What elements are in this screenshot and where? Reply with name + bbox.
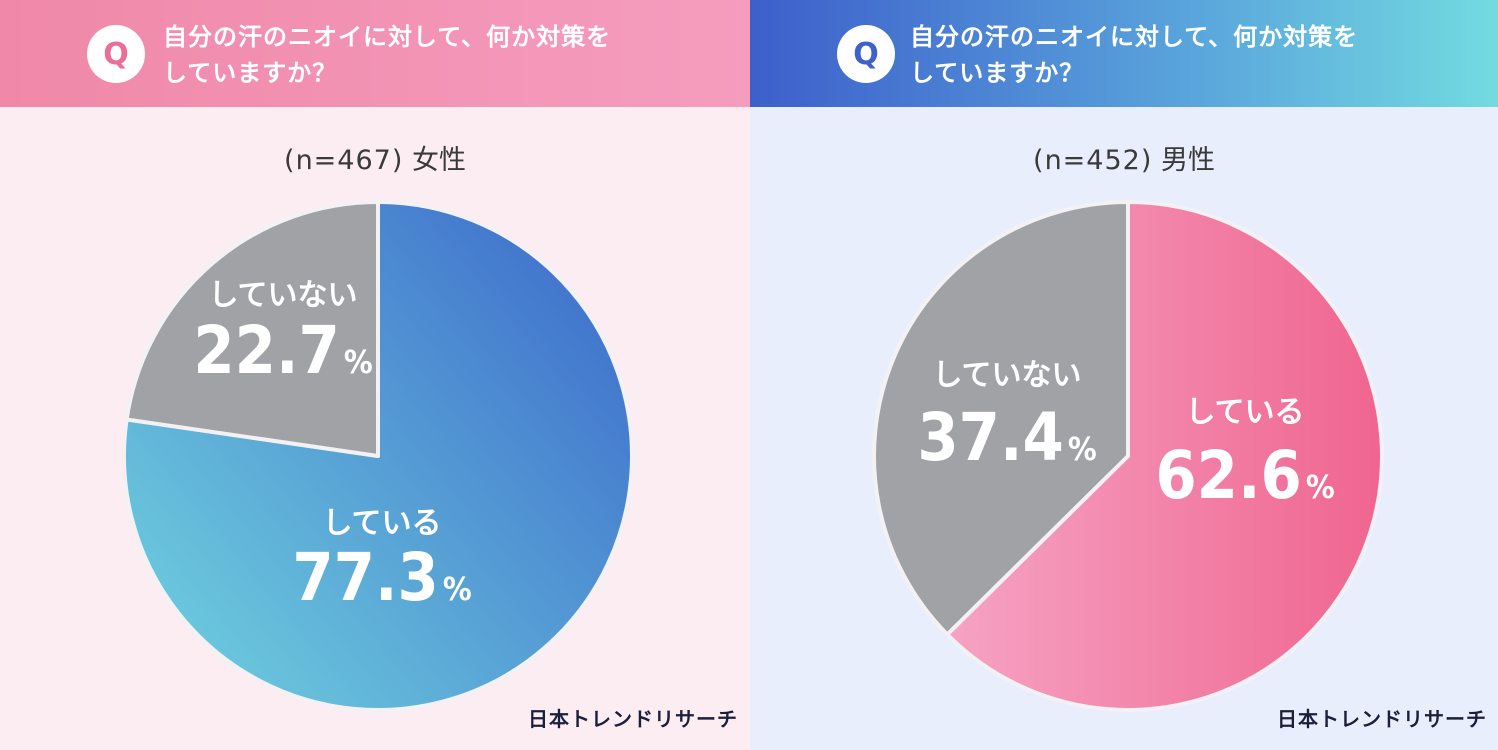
pie-slice-yes — [945, 200, 1384, 712]
question-text: 自分の汗のニオイに対して、何か対策を していますか？ — [910, 23, 1359, 87]
sample-caption: (n=452) 男性 — [750, 138, 1498, 177]
male-panel: Q 自分の汗のニオイに対して、何か対策を していますか？ (n=452) 男性 … — [750, 0, 1498, 750]
female-panel: Q 自分の汗のニオイに対して、何か対策を していますか？ (n=467) 女性 … — [0, 0, 750, 750]
slice-label: している — [322, 506, 441, 541]
slice-label: していない — [932, 358, 1081, 393]
group-label: 女性 — [411, 145, 466, 176]
question-text: 自分の汗のニオイに対して、何か対策を していますか？ — [163, 23, 612, 87]
question-header: Q 自分の汗のニオイに対して、何か対策を していますか？ — [0, 0, 750, 107]
question-header: Q 自分の汗のニオイに対して、何か対策を していますか？ — [750, 0, 1498, 107]
slice-value: 62.6% — [1155, 437, 1334, 514]
pie-slice-no — [124, 200, 380, 458]
slice-label: していない — [208, 278, 357, 313]
group-label: 男性 — [1160, 145, 1215, 176]
brand-logo: 日本トレンドリサーチ — [1277, 707, 1487, 731]
sample-size: (n=452) — [1033, 145, 1153, 176]
pie-slice-no — [872, 200, 1130, 637]
slice-label: している — [1185, 395, 1304, 430]
sample-caption: (n=467) 女性 — [0, 138, 750, 177]
male-pie-chart: している 62.6 % していない 37.4% — [872, 200, 1384, 712]
question-badge: Q — [87, 25, 145, 83]
question-badge: Q — [837, 25, 895, 83]
sample-size: (n=467) — [284, 145, 404, 176]
slice-value: 22.7% — [193, 312, 372, 389]
slice-value: 37.4% — [917, 399, 1096, 476]
slice-value: 77.3% — [292, 539, 471, 616]
brand-logo: 日本トレンドリサーチ — [528, 707, 738, 731]
